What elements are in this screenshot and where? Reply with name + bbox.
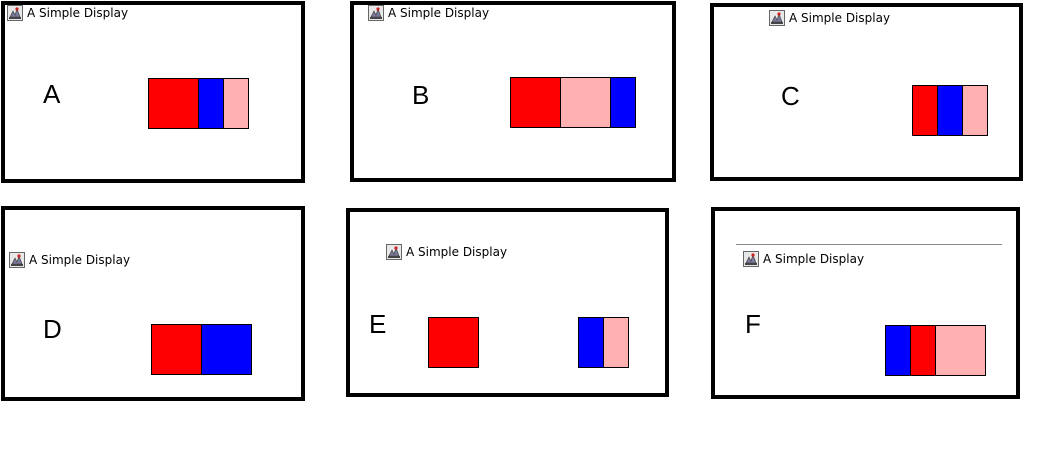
window-title: A Simple Display [769,10,890,26]
window-title: A Simple Display [9,252,130,268]
java-app-icon [769,10,785,26]
red-rect [151,324,202,375]
java-app-icon [7,5,23,21]
pink-rect [560,77,611,128]
window-b: A Simple Display B [350,1,676,182]
pink-rect [223,78,249,129]
blue-rect [937,85,963,136]
blue-rect [198,78,224,129]
window-title-text: A Simple Display [406,245,508,259]
window-title: A Simple Display [386,244,507,260]
panel-letter: E [369,309,387,339]
blue-rect [885,325,911,376]
window-title-text: A Simple Display [388,6,490,20]
window-title-text: A Simple Display [763,252,865,266]
window-f: A Simple Display F [711,207,1020,399]
window-title-text: A Simple Display [27,6,129,20]
window-title-text: A Simple Display [29,253,131,267]
window-title: A Simple Display [7,5,128,21]
window-a: A Simple Display A [1,1,305,183]
java-app-icon [386,244,402,260]
pink-rect [962,85,988,136]
window-title-text: A Simple Display [789,11,891,25]
window-title: A Simple Display [368,5,489,21]
window-c: A Simple Display C [710,3,1023,181]
pink-rect [603,317,629,368]
blue-rect [201,324,252,375]
panel-letter: C [781,81,800,111]
panel-letter: F [745,309,761,339]
blue-rect [610,77,636,128]
red-rect [428,317,479,368]
panel-letter: D [43,314,62,344]
java-app-icon [9,252,25,268]
red-rect [148,78,199,129]
window-title: A Simple Display [743,251,864,267]
java-app-icon [743,251,759,267]
red-rect [510,77,561,128]
red-rect [910,325,936,376]
window-e: A Simple Display E [346,208,669,397]
blue-rect [578,317,604,368]
java-app-icon [368,5,384,21]
panel-letter: B [412,80,430,110]
panel-letter: A [43,79,61,109]
separator-line [736,244,1002,245]
window-d: A Simple Display D [1,206,305,401]
red-rect [912,85,938,136]
pink-rect [935,325,986,376]
